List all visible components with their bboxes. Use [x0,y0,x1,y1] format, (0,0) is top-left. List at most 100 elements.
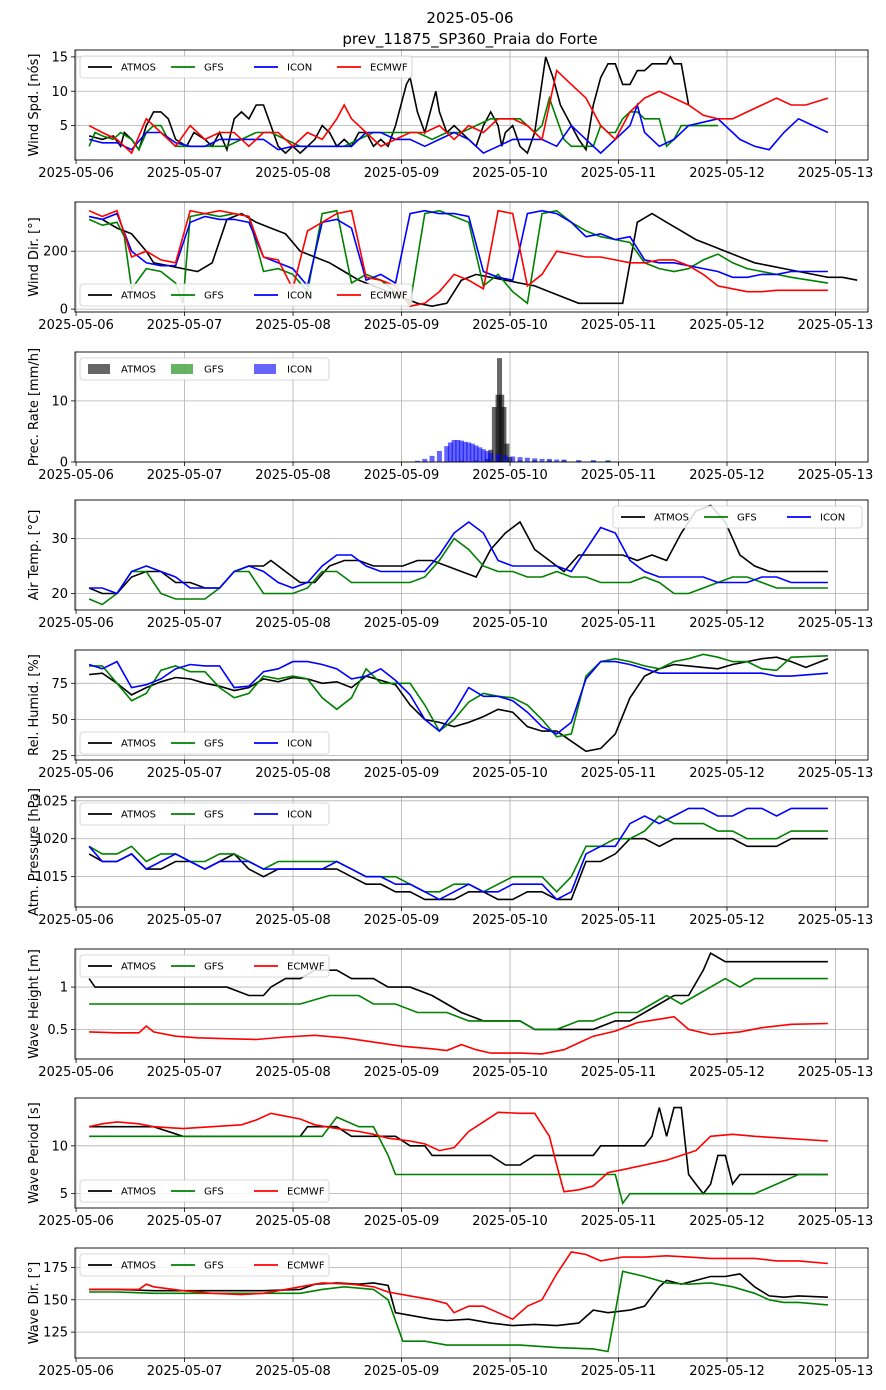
bar-icon [480,449,486,462]
legend-item-gfs: GFS [704,513,757,524]
panel-1: 2025-05-06 2025-05-07 2025-05-08 2025-05-09… [27,49,873,181]
x-tick-label: 2025-05-13 [798,1364,874,1379]
legend-box [79,55,413,79]
y-tick-label: 175 [43,1261,68,1276]
x-tick-label: 2025-05-10 [472,318,548,333]
x-tick-label: 2025-05-11 [581,766,657,781]
line-ecmwf [89,1015,828,1055]
x-tick-label: 2025-05-06 [38,468,114,483]
figure-date-title: 2025-05-06 [426,9,513,27]
x-tick-label: 2025-05-07 [147,616,223,631]
panel-7: 2025-05-06 2025-05-07 2025-05-08 2025-05-09… [27,948,873,1080]
y-tick-label: 25 [51,749,68,764]
y-tick-label: 20 [51,587,68,602]
bar-icon [495,454,501,462]
legend-label: GFS [204,962,224,973]
legend-item-atmos: ATMOS [88,962,156,973]
legend-label: ATMOS [121,291,156,302]
y-axis-label: Wind Dir. [°] [27,217,42,297]
y-tick-label: 200 [43,245,68,260]
x-tick-label: 2025-05-09 [364,468,440,483]
legend-label: ECMWF [287,1261,325,1272]
x-tick-label: 2025-05-07 [147,1214,223,1229]
legend-item-icon: ICON [254,364,312,376]
x-tick-label: 2025-05-07 [147,166,223,181]
y-tick-label: 1020 [35,832,68,847]
bar-icon [455,440,461,462]
legend-label: ATMOS [121,962,156,973]
x-tick-label: 2025-05-07 [147,913,223,928]
panel-9: 2025-05-06 2025-05-07 2025-05-08 2025-05-09… [27,1247,874,1379]
bar-icon [539,458,545,462]
y-axis-label: Prec. Rate [mm/h] [27,348,42,466]
line-gfs [89,1116,828,1205]
legend-item-ecmwf: ECMWF [254,1261,325,1272]
plot-area [88,209,858,308]
legend-box [612,505,863,529]
panel-frame [74,948,869,1060]
x-tick-label: 2025-05-11 [581,468,657,483]
x-tick-label: 2025-05-09 [364,616,440,631]
line-gfs [89,653,828,738]
legend-item-gfs: GFS [171,1261,224,1272]
line-ecmwf [88,69,829,155]
grid-lines [75,797,868,907]
line-gfs [89,977,828,1031]
x-tick-label: 2025-05-07 [147,318,223,333]
line-atmos [88,952,828,1031]
legend: ATMOS GFS ICON ECMWF [79,55,413,79]
legend-item-icon: ICON [254,739,312,750]
legend-label: ECMWF [287,962,325,973]
chart-panels: 2025-05-06 2025-05-07 2025-05-08 2025-05-09… [27,49,874,1379]
y-axis-label: Air Temp. [°C] [27,510,42,601]
y-tick-label: 1015 [35,870,68,885]
bar-icon [510,456,516,462]
y-tick-label: 1 [60,981,68,996]
x-tick-label: 2025-05-08 [255,166,331,181]
bar-icon [444,446,450,462]
panel-6: 2025-05-06 2025-05-07 2025-05-08 2025-05-09… [27,788,873,928]
bar-icon [447,442,453,462]
line-icon [88,660,828,735]
legend-item-ecmwf: ECMWF [254,962,325,973]
y-tick-label: 15 [51,50,68,65]
bar-icon [469,443,475,462]
x-tick-label: 2025-05-13 [798,913,874,928]
line-icon [89,520,828,595]
legend-item-gfs: GFS [171,63,224,74]
legend-item-atmos: ATMOS [88,739,156,750]
x-tick-label: 2025-05-06 [38,913,114,928]
bar-atmos [491,407,497,462]
legend-item-gfs: GFS [171,810,224,821]
panel-frame [74,1247,869,1359]
legend-box [79,802,330,826]
legend-label: ATMOS [121,1187,156,1198]
bar-icon [458,440,464,462]
x-tick-label: 2025-05-11 [581,616,657,631]
x-tick-label: 2025-05-06 [38,166,114,181]
legend: ATMOS GFS ICON ECMWF [79,283,413,307]
legend-swatch [88,364,110,374]
x-tick-label: 2025-05-08 [255,1364,331,1379]
line-ecmwf [88,209,828,308]
bar-atmos [507,457,513,462]
bar-icon [462,441,468,462]
bar-icon [502,455,508,462]
legend-item-ecmwf: ECMWF [254,1187,325,1198]
bar-atmos [504,443,510,462]
x-tick-label: 2025-05-08 [255,766,331,781]
x-tick-label: 2025-05-13 [798,1214,874,1229]
line-ecmwf [89,1251,828,1321]
legend-item-gfs: GFS [171,364,224,376]
x-tick-label: 2025-05-12 [689,766,765,781]
x-tick-label: 2025-05-10 [472,913,548,928]
bar-icon [488,452,494,462]
bar-icon [414,460,420,462]
x-tick-label: 2025-05-08 [255,318,331,333]
legend-label: ICON [287,291,312,302]
x-tick-label: 2025-05-13 [798,318,874,333]
series-icon [414,440,611,462]
legend-box [79,731,330,755]
panel-frame [74,796,869,908]
panel-frame [74,351,869,463]
